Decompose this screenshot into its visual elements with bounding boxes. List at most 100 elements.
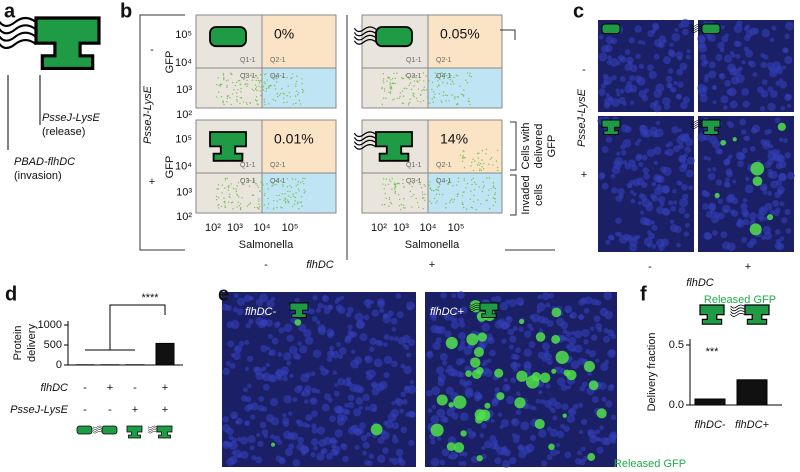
event [488,177,491,179]
event [485,148,488,150]
nucleus [774,153,784,163]
gfp-cell [535,332,546,342]
event [415,77,417,79]
nucleus [591,298,598,306]
nucleus [744,176,750,182]
event [223,197,225,199]
side-label: Invaded [520,175,532,214]
nucleus [351,349,356,354]
nucleus [362,450,368,456]
nucleus [337,377,345,386]
event [382,97,385,99]
event [413,93,415,95]
nucleus [579,458,586,466]
event [300,201,303,203]
nucleus [253,308,258,313]
event [462,155,464,157]
condition-sign: + [162,382,168,394]
event [423,89,426,91]
icon-body [156,425,173,439]
event [216,188,218,190]
nucleus [363,299,371,307]
nucleus [729,50,734,56]
nucleus [629,75,636,82]
event [481,190,484,193]
bacterium-icon [92,425,118,435]
nucleus [779,80,788,89]
nucleus [271,337,279,345]
nucleus [390,360,398,368]
nucleus [430,415,440,424]
nucleus [296,384,303,392]
flagellum [353,34,377,41]
decorations [0,14,795,468]
event [217,184,220,186]
nucleus [316,426,326,435]
event [471,161,473,164]
event [463,191,465,193]
quadrant-label: Q3-1 [406,73,422,80]
event [416,100,419,102]
nucleus [764,202,773,211]
event [226,177,228,180]
event [236,193,238,196]
nucleus [670,205,676,212]
nucleus [377,436,385,444]
nucleus [233,293,239,299]
event [230,72,232,74]
x-tick-label: 10⁵ [448,222,465,234]
event [273,207,275,209]
gfp-cell [460,430,467,437]
event [497,169,499,172]
nucleus [774,117,781,123]
event [229,193,231,196]
event [392,82,394,84]
event [304,177,306,180]
event [492,182,495,184]
nucleus [566,385,572,390]
event [466,82,469,84]
event [272,98,274,101]
event [253,180,255,183]
flagellum [730,313,746,317]
nucleus [247,383,252,389]
gfp-cell [714,192,720,198]
event [461,203,463,205]
event [286,76,288,79]
event [240,91,242,93]
event [423,184,425,186]
nucleus [338,354,344,360]
event [388,205,390,207]
nucleus [595,436,601,442]
event [465,79,467,82]
nucleus [739,118,747,126]
nucleus [343,378,351,387]
event [387,183,390,186]
event [493,197,496,200]
nucleus [269,434,275,440]
nucleus [497,412,503,417]
plot-frame [361,119,503,214]
bacterium-icon [730,304,770,325]
nucleus [449,451,458,460]
event [264,103,266,106]
nucleus [678,207,686,214]
event [421,191,423,193]
gfp-cell [588,380,599,391]
event [217,91,220,93]
y-tick-label: 10³ [176,187,192,199]
gfp-cell [596,408,607,419]
nucleus [720,95,729,104]
event [276,77,278,80]
nucleus [776,242,785,251]
nucleus [785,227,792,234]
nucleus [387,310,394,317]
nucleus [483,359,489,365]
nucleus [666,82,673,89]
plot-frame [195,14,337,109]
panel-letter: e [218,283,229,305]
nucleus [593,315,601,323]
nucleus [566,414,576,424]
event [432,190,435,192]
event [495,160,498,162]
